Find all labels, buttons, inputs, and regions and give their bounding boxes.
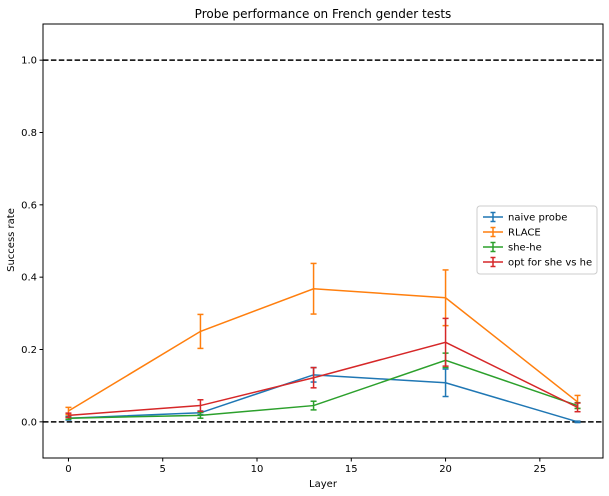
- legend-label-3: opt for she vs he: [508, 258, 592, 269]
- y-tick-label: 0.0: [21, 417, 37, 428]
- x-tick-label: 15: [345, 464, 358, 475]
- x-tick-label: 20: [439, 464, 452, 475]
- legend: naive probe RLACE she-he opt for she vs he: [476, 205, 598, 275]
- y-tick-label: 0.4: [21, 273, 37, 284]
- y-tick-label: 0.6: [21, 200, 37, 211]
- axes-frame: [42, 23, 604, 459]
- y-axis-title: Success rate: [6, 208, 17, 272]
- y-tick-label: 0.8: [21, 128, 37, 139]
- legend-label-1: RLACE: [508, 228, 541, 239]
- x-tick-label: 25: [533, 464, 546, 475]
- legend-label-2: she-he: [508, 243, 542, 254]
- y-tick-label: 1.0: [21, 56, 37, 67]
- x-tick-label: 5: [160, 464, 166, 475]
- chart-title: Probe performance on French gender tests: [195, 7, 452, 21]
- x-axis-title: Layer: [309, 479, 338, 490]
- x-tick-label: 0: [65, 464, 71, 475]
- x-tick-label: 10: [251, 464, 264, 475]
- legend-label-0: naive probe: [508, 213, 567, 224]
- plot-area: 0 5 10 15 20 25 0.0 0.2 0.4 0.6 0.8 1.0: [21, 23, 604, 475]
- y-tick-label: 0.2: [21, 345, 37, 356]
- legend-box: [476, 205, 598, 275]
